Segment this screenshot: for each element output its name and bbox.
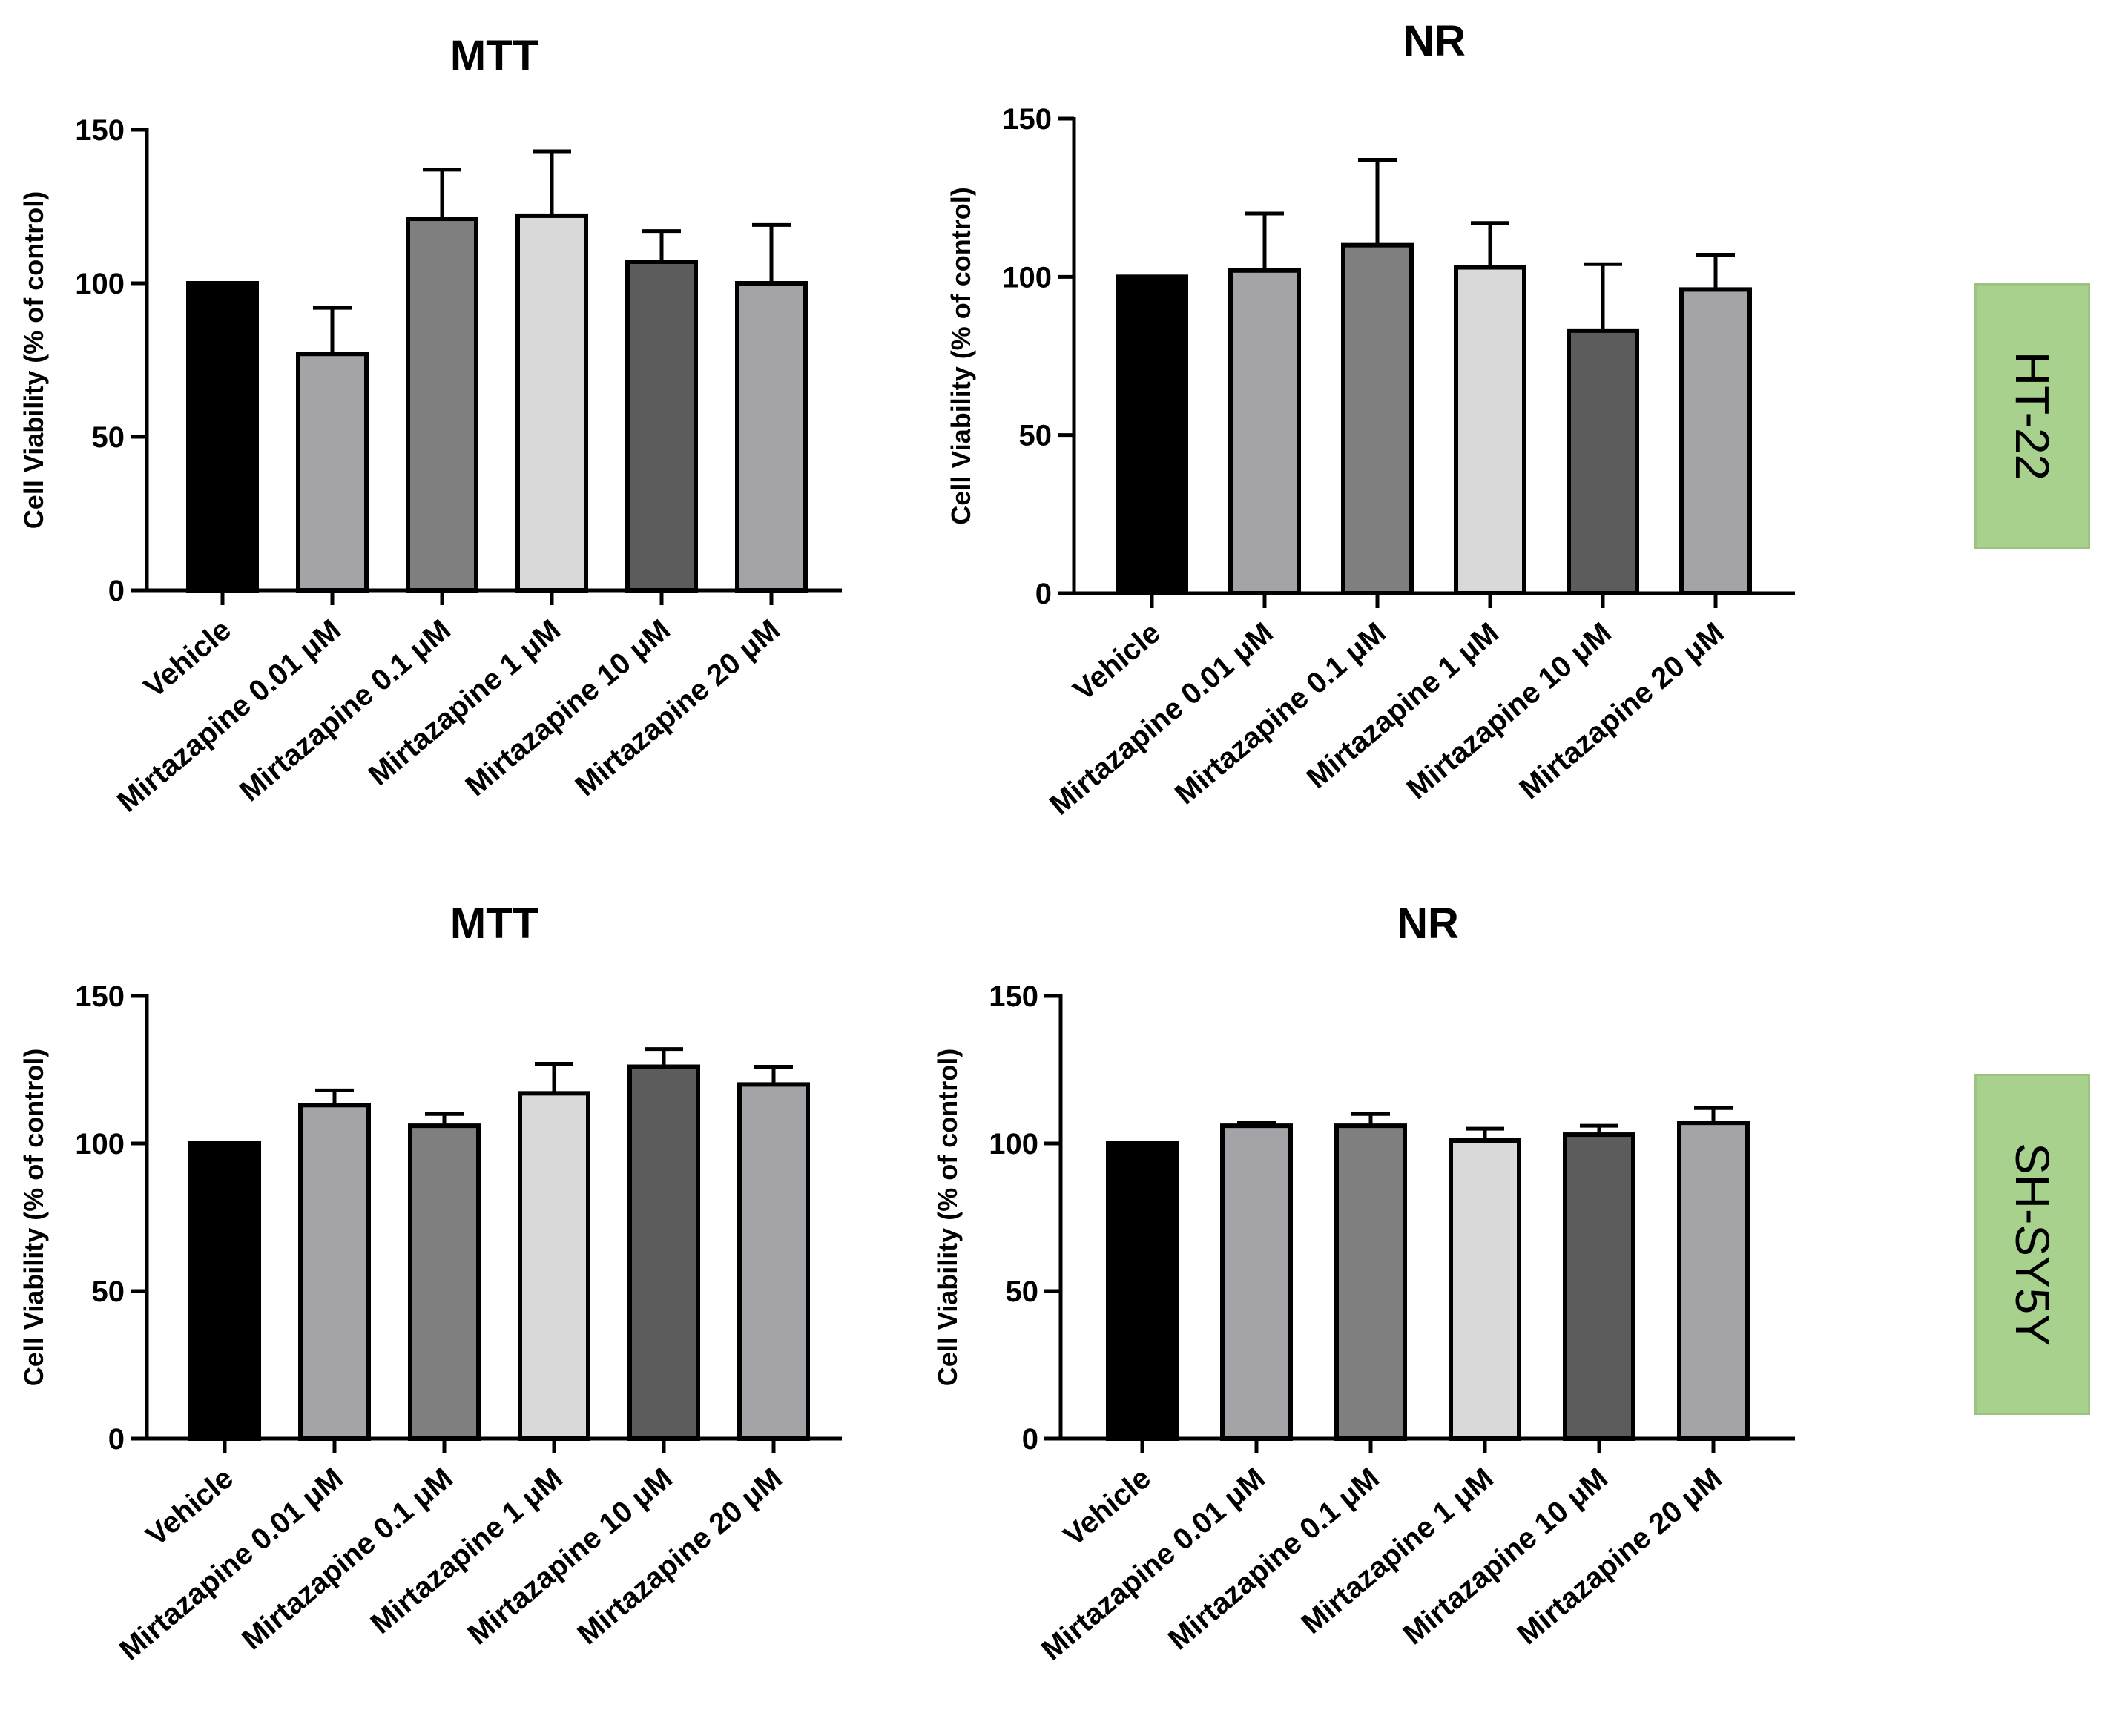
- chart-4-ytick-label-1: 50: [1006, 1275, 1039, 1308]
- chart-1-ytick-label-2: 100: [75, 268, 125, 300]
- chart-1-xtick-label-5: Mirtazapine 20 μM: [570, 613, 786, 802]
- chart-4-xtick-label-4: Mirtazapine 10 μM: [1397, 1462, 1614, 1651]
- chart-3-bar-2: [408, 1123, 481, 1441]
- chart-4-xtick-label-5: Mirtazapine 20 μM: [1512, 1462, 1728, 1651]
- chart-1-bar-1: [296, 352, 369, 593]
- chart-3-title: MTT: [450, 900, 538, 948]
- chart-3-xtick-label-0: Vehicle: [140, 1462, 240, 1552]
- row-label-ht22: HT-22: [1974, 283, 2090, 549]
- chart-2-xtick-label-3: Mirtazapine 1 μM: [1301, 616, 1505, 795]
- chart-3-bar-4: [627, 1064, 700, 1442]
- chart-4-bar-1: [1220, 1123, 1293, 1441]
- chart-2-xtick-label-2: Mirtazapine 0.1 μM: [1169, 616, 1392, 811]
- chart-1-bar-3: [515, 213, 588, 593]
- chart-3-ytick-label-0: 0: [108, 1423, 125, 1456]
- chart-2-xtick-label-1: Mirtazapine 0.01 μM: [1044, 616, 1279, 822]
- chart-3-xtick-label-2: Mirtazapine 0.1 μM: [236, 1462, 459, 1656]
- chart-1-bar-4: [625, 260, 698, 593]
- chart-4-ytick-label-0: 0: [1022, 1423, 1038, 1456]
- row-label-shsy5y-text: SH-SY5Y: [2006, 1143, 2059, 1346]
- chart-1-ytick-label-3: 150: [75, 114, 125, 147]
- chart-2-ylabel: Cell Viability (% of control): [946, 187, 976, 524]
- chart-2-xtick-label-4: Mirtazapine 10 μM: [1401, 616, 1618, 805]
- chart-2-bar-2: [1341, 242, 1414, 595]
- chart-4-ytick-label-3: 150: [989, 980, 1038, 1013]
- chart-2-ytick-label-1: 50: [1019, 420, 1052, 452]
- chart-1-bar-0: [186, 281, 259, 593]
- chart-2-title: NR: [1403, 17, 1466, 65]
- chart-3-ylabel: Cell Viability (% of control): [19, 1049, 49, 1386]
- chart-1-xtick-label-3: Mirtazapine 1 μM: [363, 613, 567, 792]
- chart-1-bar-2: [406, 217, 478, 593]
- chart-1-xtick-label-4: Mirtazapine 10 μM: [460, 613, 676, 802]
- chart-3-ytick-label-1: 50: [92, 1275, 125, 1308]
- chart-4-xtick-label-3: Mirtazapine 1 μM: [1296, 1462, 1500, 1640]
- chart-2-ytick-label-0: 0: [1035, 578, 1052, 610]
- chart-4-ylabel: Cell Viability (% of control): [932, 1049, 963, 1386]
- chart-1-ylabel: Cell Viability (% of control): [19, 191, 49, 529]
- chart-3-xtick-label-3: Mirtazapine 1 μM: [365, 1462, 569, 1640]
- chart-2-bar-1: [1228, 268, 1301, 595]
- chart-4-title: NR: [1397, 900, 1459, 948]
- chart-1-ytick-label-0: 0: [108, 575, 125, 607]
- chart-3-bar-1: [298, 1103, 371, 1441]
- chart-2-ytick-label-3: 150: [1002, 103, 1052, 136]
- chart-4-xtick-label-0: Vehicle: [1058, 1462, 1157, 1552]
- chart-1-xtick-label-0: Vehicle: [138, 613, 237, 704]
- chart-1-bar-5: [735, 281, 808, 593]
- chart-2-xtick-label-5: Mirtazapine 20 μM: [1514, 616, 1730, 805]
- chart-3-ytick-label-3: 150: [75, 980, 125, 1013]
- row-label-shsy5y: SH-SY5Y: [1974, 1074, 2090, 1415]
- chart-1-title: MTT: [450, 32, 538, 80]
- chart-4-xtick-label-1: Mirtazapine 0.01 μM: [1035, 1462, 1271, 1667]
- chart-2-bar-4: [1567, 328, 1639, 595]
- chart-4-bar-0: [1106, 1141, 1179, 1441]
- chart-4-bar-5: [1677, 1121, 1750, 1441]
- chart-3-bar-3: [518, 1091, 590, 1441]
- chart-3-bar-5: [737, 1082, 810, 1442]
- chart-2-xtick-label-0: Vehicle: [1067, 616, 1167, 707]
- chart-2-bar-5: [1679, 287, 1752, 595]
- row-label-ht22-text: HT-22: [2006, 351, 2059, 481]
- chart-4-ytick-label-2: 100: [989, 1128, 1038, 1161]
- chart-1-ytick-label-1: 50: [92, 421, 125, 454]
- chart-2-bar-3: [1454, 265, 1526, 595]
- chart-3-bar-0: [188, 1141, 261, 1441]
- chart-2-ytick-label-2: 100: [1002, 261, 1052, 294]
- chart-1-xtick-label-2: Mirtazapine 0.1 μM: [234, 613, 457, 808]
- chart-4-bar-2: [1334, 1123, 1407, 1441]
- chart-3-xtick-label-4: Mirtazapine 10 μM: [462, 1462, 679, 1651]
- chart-2-bar-0: [1116, 274, 1188, 595]
- chart-4-bar-4: [1563, 1132, 1635, 1442]
- chart-4-xtick-label-2: Mirtazapine 0.1 μM: [1162, 1462, 1386, 1656]
- chart-4-bar-3: [1449, 1138, 1521, 1442]
- chart-3-xtick-label-5: Mirtazapine 20 μM: [572, 1462, 788, 1651]
- chart-3-ytick-label-2: 100: [75, 1128, 125, 1161]
